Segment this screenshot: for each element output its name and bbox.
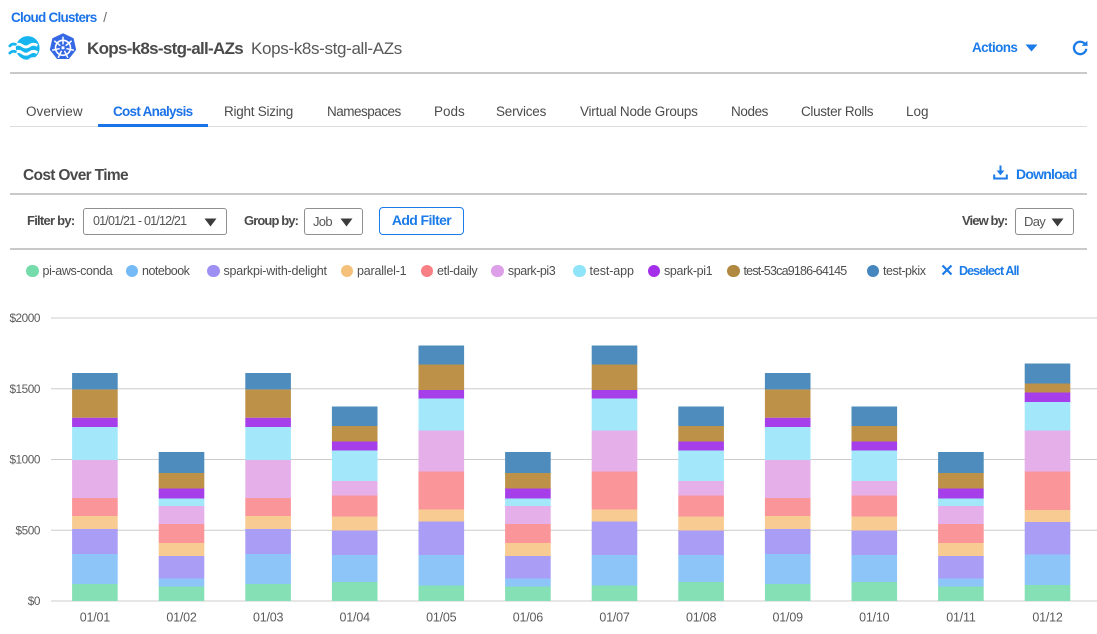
svg-text:01/07: 01/07 <box>599 611 630 625</box>
svg-text:01/05: 01/05 <box>426 611 457 625</box>
svg-text:$500: $500 <box>16 523 41 537</box>
svg-text:$2000: $2000 <box>9 311 40 325</box>
svg-text:01/12: 01/12 <box>1032 611 1063 625</box>
svg-text:01/08: 01/08 <box>686 611 717 625</box>
svg-text:$1000: $1000 <box>9 453 40 467</box>
svg-text:$1500: $1500 <box>9 382 40 396</box>
svg-text:01/10: 01/10 <box>859 611 890 625</box>
svg-text:$0: $0 <box>28 594 41 608</box>
svg-text:01/06: 01/06 <box>513 611 544 625</box>
svg-text:01/04: 01/04 <box>340 611 371 625</box>
svg-text:01/03: 01/03 <box>253 611 284 625</box>
svg-text:01/02: 01/02 <box>166 611 197 625</box>
svg-text:01/11: 01/11 <box>946 611 976 625</box>
svg-text:01/01: 01/01 <box>80 611 111 625</box>
svg-text:01/09: 01/09 <box>773 611 804 625</box>
